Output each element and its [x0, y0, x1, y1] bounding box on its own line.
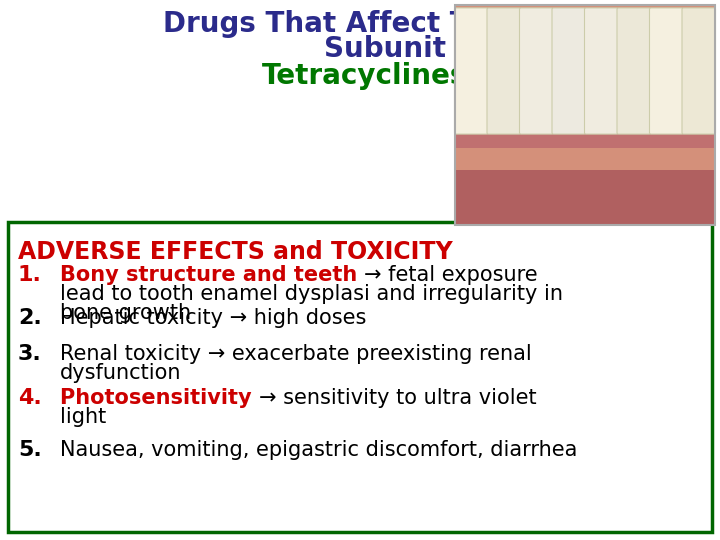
Text: lead to tooth enamel dysplasi and irregularity in: lead to tooth enamel dysplasi and irregu…	[60, 284, 563, 304]
Text: → fetal exposure: → fetal exposure	[364, 265, 538, 285]
FancyBboxPatch shape	[8, 222, 712, 532]
FancyBboxPatch shape	[585, 8, 618, 134]
Text: Subunit: Subunit	[324, 35, 446, 63]
Text: 3.: 3.	[18, 344, 42, 364]
FancyBboxPatch shape	[649, 8, 683, 134]
FancyBboxPatch shape	[552, 8, 585, 134]
FancyBboxPatch shape	[454, 8, 488, 134]
Text: Tetracyclines-: Tetracyclines-	[261, 62, 478, 90]
FancyBboxPatch shape	[617, 8, 650, 134]
Bar	[455, 115, 715, 148]
Text: Drugs That Affect The 3: Drugs That Affect The 3	[163, 10, 536, 38]
Text: 2.: 2.	[18, 308, 42, 328]
Text: dysfunction: dysfunction	[60, 363, 181, 383]
Text: → sensitivity to ultra violet: → sensitivity to ultra violet	[259, 388, 536, 408]
Text: Renal toxicity → exacerbate preexisting renal: Renal toxicity → exacerbate preexisting …	[60, 344, 532, 364]
Text: Nausea, vomiting, epigastric discomfort, diarrhea: Nausea, vomiting, epigastric discomfort,…	[60, 440, 577, 460]
Text: Hepatic toxicity → high doses: Hepatic toxicity → high doses	[60, 308, 366, 328]
FancyBboxPatch shape	[520, 8, 553, 134]
Text: Photosensitivity: Photosensitivity	[60, 388, 259, 408]
Text: 5.: 5.	[18, 440, 42, 460]
Text: light: light	[60, 407, 107, 427]
FancyBboxPatch shape	[487, 8, 521, 134]
Text: 4.: 4.	[18, 388, 42, 408]
FancyBboxPatch shape	[682, 8, 716, 134]
Bar	[455, 5, 715, 225]
Bar	[455, 170, 715, 225]
Text: ADVERSE EFFECTS and TOXICITY: ADVERSE EFFECTS and TOXICITY	[18, 240, 453, 264]
Text: Bony structure and teeth: Bony structure and teeth	[60, 265, 364, 285]
Bar	[455, 5, 715, 225]
Text: 1.: 1.	[18, 265, 42, 285]
Text: bone growth: bone growth	[60, 303, 191, 323]
